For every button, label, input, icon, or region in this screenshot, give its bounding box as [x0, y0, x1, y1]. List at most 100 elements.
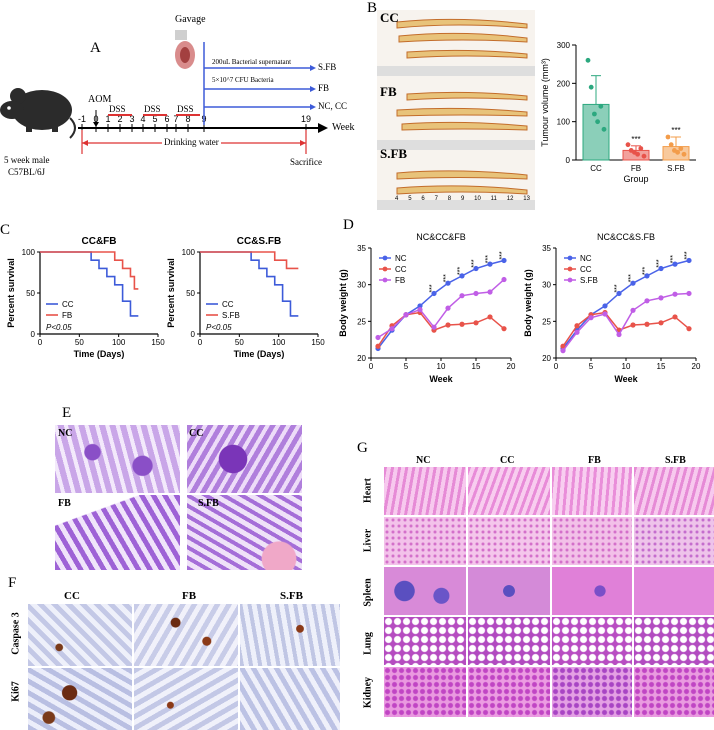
- panel-label-e: E: [62, 405, 72, 421]
- data-point: [644, 321, 650, 327]
- x-tick-label: 15: [657, 362, 666, 371]
- organ-sfb-spleen: [634, 567, 714, 615]
- dss-label-1: DSS: [109, 104, 126, 114]
- data-point: [681, 151, 687, 157]
- x-tick-label: 50: [235, 338, 244, 347]
- y-tick-label: 300: [557, 41, 571, 50]
- data-point: [459, 273, 465, 279]
- y-tick-label: 30: [542, 281, 551, 290]
- data-point: [625, 142, 631, 148]
- data-point: [592, 111, 597, 117]
- ruler-numbers: 4 5 6 7 8 9 10 11 12 13: [395, 196, 530, 202]
- p-value: P<0.05: [46, 323, 72, 332]
- legend-marker: [382, 277, 388, 283]
- data-point: [487, 314, 493, 320]
- x-axis-label: Week: [429, 374, 453, 384]
- data-point: [686, 290, 692, 297]
- sacrifice-label: Sacrifice: [290, 157, 322, 167]
- data-point: [445, 280, 451, 286]
- data-point: [595, 119, 600, 125]
- panel-label-b: B: [367, 0, 378, 16]
- organ-cc-lung: [468, 617, 550, 665]
- ihc-cc-caspase: [28, 604, 132, 666]
- organ-col-fb: FB: [588, 455, 601, 466]
- x-tick-label: 150: [311, 338, 325, 347]
- mouse-icon: [0, 88, 76, 139]
- data-point: [501, 326, 507, 332]
- ruler-num: 5: [408, 196, 412, 202]
- data-point: [459, 321, 465, 327]
- significance-stars: ***: [670, 255, 677, 263]
- x-tick-label: 10: [437, 362, 446, 371]
- tumour-volume-chart: 0 100 200 300 CC FB *** S.FB *** Group Tumour volu…: [540, 41, 696, 184]
- x-tick-label: 20: [692, 362, 701, 371]
- he-image-cc: [187, 425, 302, 493]
- data-point: [602, 311, 608, 317]
- y-tick-label: 0: [191, 330, 196, 339]
- organ-sfb-kidney: [634, 667, 714, 717]
- data-point: [658, 320, 664, 326]
- legend-label: NC: [395, 254, 407, 263]
- p-value: P<0.05: [206, 323, 232, 332]
- x-axis-label: Time (Days): [234, 349, 285, 359]
- legend-marker: [382, 266, 388, 272]
- x-tick-label: 5: [589, 362, 594, 371]
- organ-row-spleen: Spleen: [362, 578, 374, 607]
- x-tick-label: 20: [507, 362, 516, 371]
- x-tick-label: 100: [272, 338, 286, 347]
- data-point: [417, 303, 423, 309]
- panel-label-a: A: [90, 40, 101, 56]
- arrow-fb-label: FB: [318, 83, 330, 93]
- data-point: [473, 320, 479, 326]
- organ-nc-liver: [384, 517, 466, 565]
- ihc-row-caspase3: Caspase 3: [10, 612, 22, 655]
- y-tick-label: 35: [357, 244, 366, 253]
- x-tick-label: FB: [631, 164, 641, 173]
- he-image-sfb: [187, 495, 302, 570]
- organ-cc-kidney: [468, 667, 550, 717]
- organ-nc-lung: [384, 617, 466, 665]
- data-point: [574, 323, 580, 329]
- chart-title: NC&CC&S.FB: [597, 232, 655, 242]
- data-point: [445, 305, 451, 311]
- chart-title: CC&S.FB: [237, 236, 281, 247]
- ihc-sfb-ki67: [240, 668, 340, 730]
- organ-fb-spleen: [552, 567, 632, 615]
- arrow-sfb-label: S.FB: [318, 62, 337, 72]
- organ-row-lung: Lung: [362, 632, 374, 655]
- x-tick-label: 100: [112, 338, 126, 347]
- panel-label-g: G: [357, 440, 368, 456]
- data-point: [560, 348, 566, 354]
- data-point: [672, 261, 678, 267]
- significance-stars: ***: [614, 284, 621, 292]
- data-point: [635, 151, 640, 157]
- weight-line: [377, 278, 505, 339]
- y-tick-label: 50: [186, 289, 195, 298]
- significance-stars: ***: [642, 267, 649, 275]
- data-point: [560, 343, 566, 349]
- colon-label-cc: CC: [380, 10, 399, 25]
- data-point: [598, 103, 604, 109]
- data-point: [501, 257, 507, 264]
- dss-label-3: DSS: [177, 104, 194, 114]
- ihc-col-cc: CC: [64, 590, 80, 602]
- ihc-col-sfb: S.FB: [280, 590, 303, 602]
- x-axis-label: Group: [623, 174, 648, 184]
- survival-line: [200, 251, 299, 317]
- ihc-col-fb: FB: [182, 590, 197, 602]
- data-point: [431, 290, 437, 297]
- data-point: [417, 307, 423, 313]
- data-point: [473, 265, 479, 272]
- significance-stars: ***: [499, 251, 506, 259]
- data-point: [658, 295, 664, 301]
- data-point: [445, 322, 451, 328]
- y-tick-label: 30: [357, 281, 366, 290]
- y-axis-label: Tumour volume (mm³): [540, 58, 550, 147]
- he-image-nc: [55, 425, 180, 493]
- legend-label: NC: [580, 254, 592, 263]
- timeline-tick-label: 8: [185, 114, 190, 124]
- data-point: [487, 289, 493, 295]
- timeline-tick-label: 5: [152, 114, 157, 124]
- data-point: [630, 280, 636, 286]
- data-point: [672, 291, 678, 297]
